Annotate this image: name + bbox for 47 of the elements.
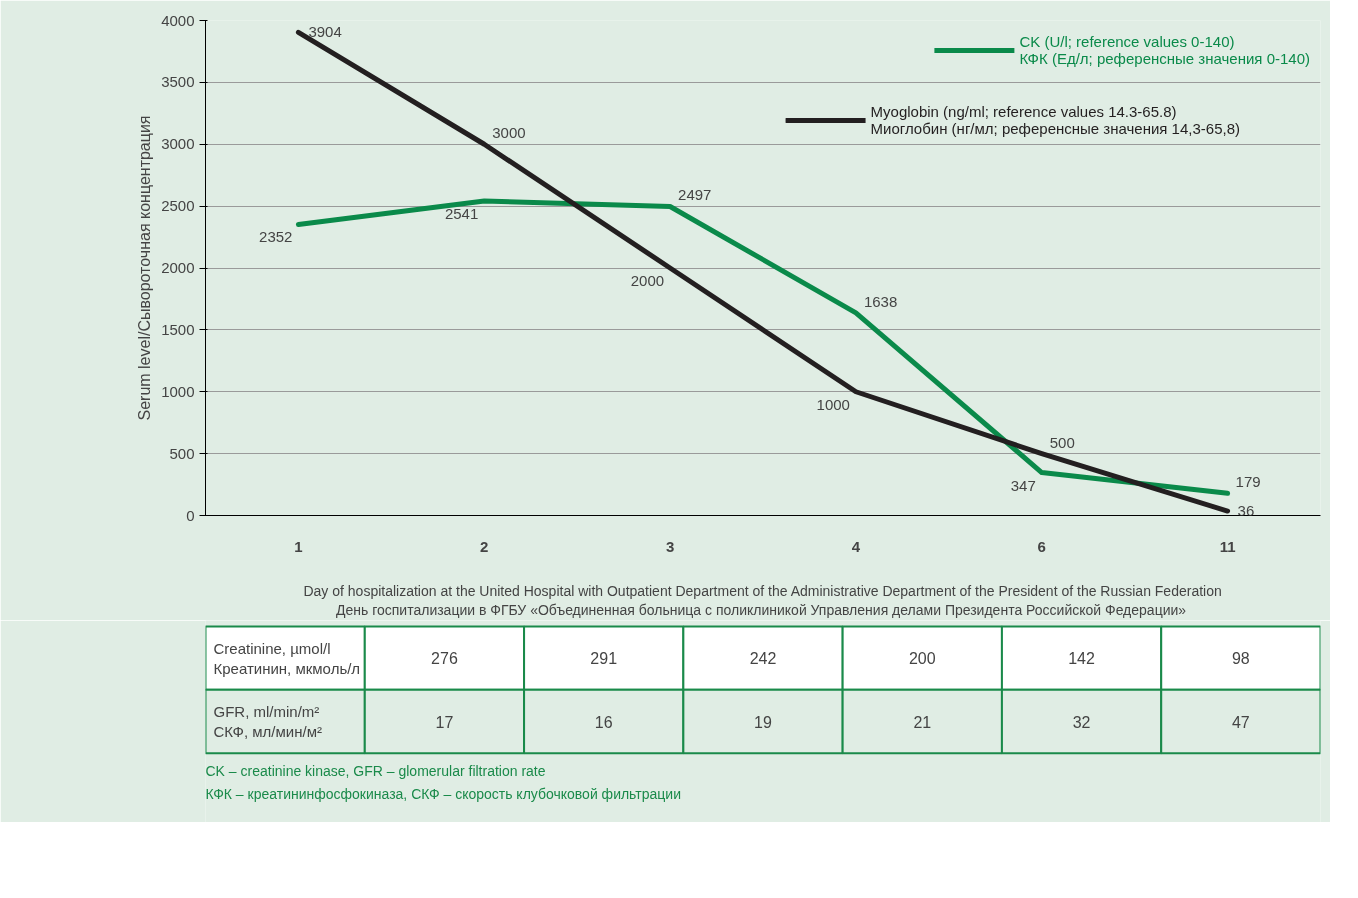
data-label: 347 [1010,476,1036,494]
data-label: 1638 [863,292,898,310]
x-axis-title: Day of hospitalization at the United Hospital with Outpatient Department of the Administrative Department of the President of the Russian Federation День госпитализации в ФГБУ «Объединенная больница с поликлиникой Управления делами Президента Российской Федерации» [303,582,1222,618]
data-label: 2000 [630,272,665,289]
data-label: 3904 [308,23,342,41]
y-tick-label: 500 [169,444,195,462]
text: КФК – креатининфосфокиназа, СКФ – скорость клубочковой фильтрации [205,785,681,802]
x-tick-label: 1 [294,537,303,555]
text: 17 [435,713,454,731]
y-tick-label: 1000 [161,382,195,400]
x-tick-label: 4 [851,537,861,555]
text: 142 [1068,650,1096,668]
text: CK (U/l; reference values 0-140) КФК (Ед/л; референсные значения 0-140) [1019,32,1310,69]
text: 291 [590,650,618,668]
y-tick-label: 3500 [161,73,195,91]
y-tick-label: 1500 [161,320,195,338]
text: 32 [1072,713,1091,731]
data-label: 2497 [678,186,712,204]
text: 16 [594,713,613,731]
text: Myoglobin (ng/ml; reference values 14.3-65.8) Миоглобин (нг/мл; референсные значения 14,3-65,8) [870,102,1240,139]
x-tick-label: 2 [480,537,489,555]
text: 98 [1231,650,1250,668]
text: 276 [431,650,458,668]
text: 19 [754,713,772,731]
y-tick-label: 2000 [161,259,195,276]
text: 47 [1231,713,1250,731]
y-tick-label: 4000 [161,11,195,29]
data-label: 2541 [444,205,479,223]
y-tick-label: 0 [186,506,195,524]
text: Creatinine, µmol/l Креатинин, мкмоль/л [213,639,361,677]
data-label: 3000 [492,124,526,142]
text: 21 [913,713,932,731]
y-tick-label: 3000 [161,135,195,153]
y-axis-title: Serum level/Сывороточная концентрация [136,115,154,421]
data-label: 2352 [259,228,293,246]
data-label: 500 [1049,433,1075,451]
data-label: 179 [1235,473,1261,491]
text: 242 [749,650,777,668]
data-label: 36 [1237,502,1255,520]
x-tick-label: 6 [1037,537,1046,555]
data-label: 1000 [816,395,850,413]
x-tick-label: 3 [665,537,675,555]
text: 200 [908,650,936,668]
y-tick-label: 2500 [161,197,195,215]
text: GFR, ml/min/m² СКФ, мл/мин/м² [213,702,322,741]
text: CK – creatinine kinase, GFR – glomerular filtration rate [205,763,546,780]
x-tick-label: 11 [1219,537,1236,555]
